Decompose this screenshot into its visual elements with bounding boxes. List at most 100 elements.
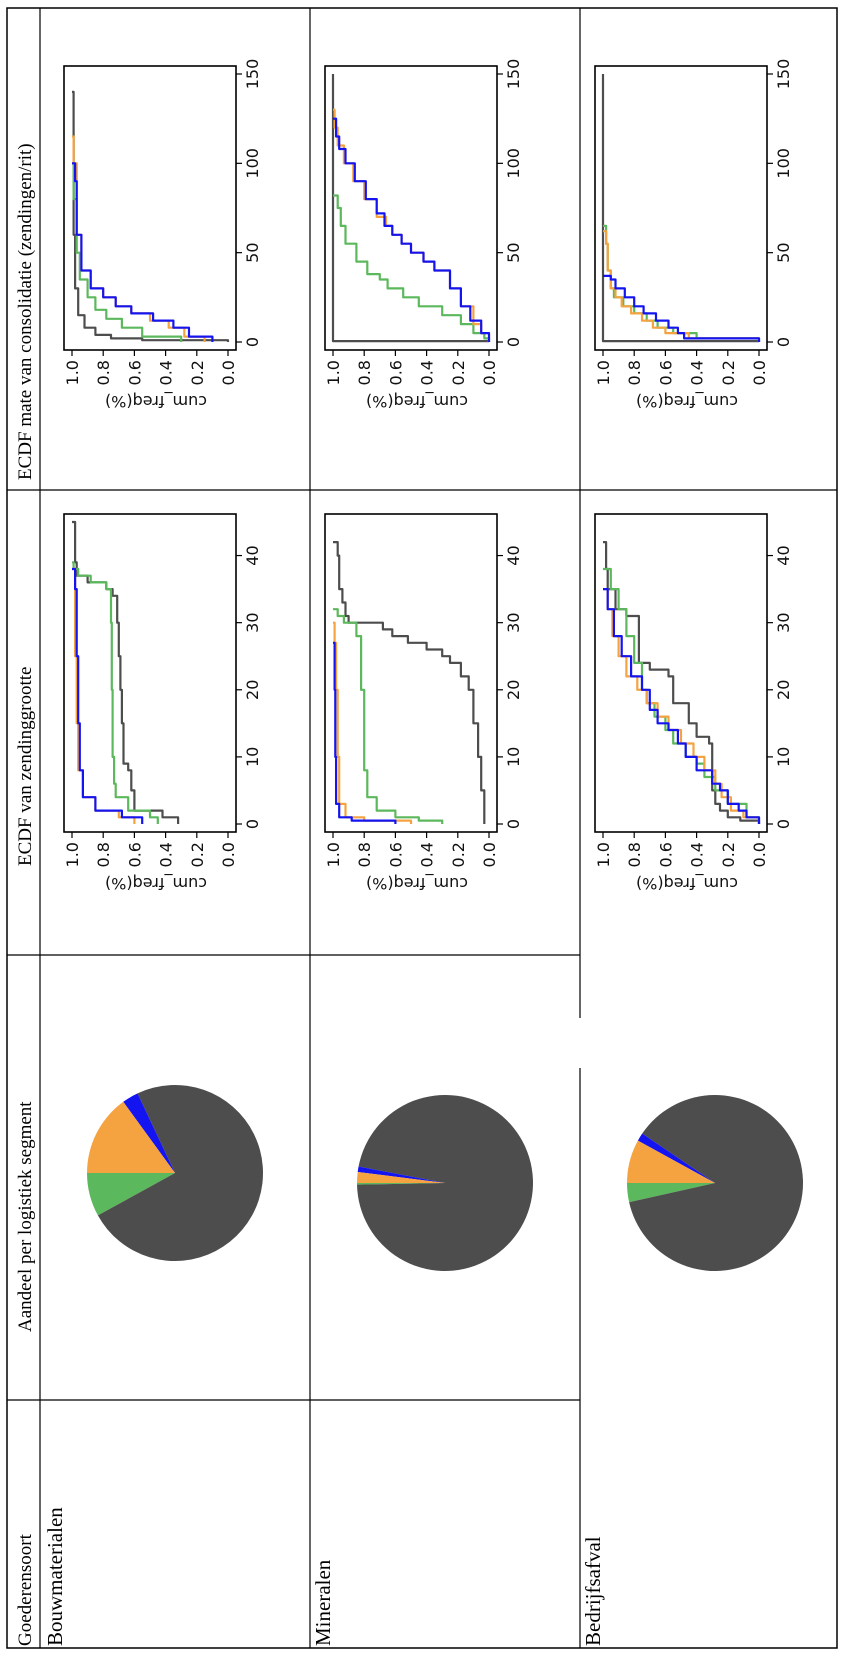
ecdf-bedrijfsafval-5: 0.0 0.2 0.4 0.6 0.8 1.0 0 50 100 150 cum_freq(%) bbox=[594, 59, 793, 411]
pie-slice-blue bbox=[123, 1093, 175, 1173]
xtick-label: 150 bbox=[774, 59, 793, 90]
series-line-green bbox=[333, 194, 491, 342]
ytick-label: 1.0 bbox=[594, 842, 613, 867]
xtick-label: 0 bbox=[243, 819, 262, 829]
ytick-label: 0.2 bbox=[719, 842, 738, 867]
row-labels: Bouwmaterialen Mineralen Bedrijfsafval bbox=[43, 1507, 605, 1646]
pie-slice-green bbox=[627, 1183, 715, 1203]
ytick-label: 0.6 bbox=[125, 842, 144, 867]
ytick-label: 0.4 bbox=[157, 842, 176, 867]
series-line-dark bbox=[601, 74, 761, 343]
xtick-label: 0 bbox=[774, 819, 793, 829]
series-line-dark bbox=[72, 90, 230, 342]
row-label-bouwmaterialen: Bouwmaterialen bbox=[43, 1507, 67, 1646]
ylabel: cum_freq(%) bbox=[105, 391, 207, 411]
series-line-dark bbox=[603, 541, 761, 824]
pie-slice-green bbox=[87, 1173, 175, 1216]
xtick-label: 30 bbox=[504, 612, 523, 632]
ecdf-mineralen-3: 0.0 0.2 0.4 0.6 0.8 1.0 0 50 100 150 cum_freq(%) bbox=[324, 59, 523, 411]
ytick-label: 1.0 bbox=[324, 842, 343, 867]
pie-slice-dark bbox=[629, 1095, 804, 1272]
pie-mineralen bbox=[356, 1094, 534, 1271]
ytick-label: 0.8 bbox=[625, 842, 644, 867]
series-line-green bbox=[72, 162, 183, 342]
axes-frame bbox=[324, 513, 498, 833]
ecdf-charts: 0.00.20.40.60.81.0010203040cum_freq(%)0.… bbox=[63, 59, 793, 893]
ecdf-bedrijfsafval-4: 0.0 0.2 0.4 0.6 0.8 1.0 0 10 20 30 40 cum_freq(%) bbox=[594, 513, 793, 893]
ylabel: cum_freq(%) bbox=[366, 391, 468, 411]
ylabel: cum_freq(%) bbox=[636, 391, 738, 411]
ytick-label: 0.4 bbox=[418, 842, 437, 867]
header-col4: ECDF mate van consolidatie (zendingen/ri… bbox=[15, 143, 36, 480]
header-col3: ECDF van zendinggrootte bbox=[15, 667, 36, 866]
ytick-label: 0.6 bbox=[386, 360, 405, 385]
xtick-label: 40 bbox=[774, 545, 793, 565]
ytick-label: 0.6 bbox=[656, 842, 675, 867]
ylabel: cum_freq(%) bbox=[636, 873, 738, 893]
ytick-label: 0.0 bbox=[480, 360, 499, 385]
pie-slice-blue bbox=[637, 1133, 715, 1183]
ylabel: cum_freq(%) bbox=[105, 873, 207, 893]
xtick-label: 40 bbox=[243, 545, 262, 565]
header-col1: Goederensoort bbox=[15, 1533, 36, 1646]
xtick-label: 100 bbox=[504, 148, 523, 179]
ytick-label: 0.8 bbox=[355, 842, 374, 867]
xtick-label: 50 bbox=[774, 242, 793, 262]
ytick-label: 1.0 bbox=[594, 360, 613, 385]
xtick-label: 20 bbox=[774, 680, 793, 700]
pie-slice-orange bbox=[87, 1101, 175, 1173]
ytick-label: 0.2 bbox=[449, 360, 468, 385]
xtick-label: 0 bbox=[504, 337, 523, 347]
xtick-label: 0 bbox=[774, 337, 793, 347]
pie-slice-dark bbox=[97, 1085, 264, 1262]
series-line-green bbox=[603, 567, 761, 824]
series-line-green bbox=[333, 608, 444, 824]
series-line-blue bbox=[72, 567, 144, 824]
ytick-label: 0.8 bbox=[625, 360, 644, 385]
pie-charts bbox=[87, 1085, 804, 1272]
ylabel: cum_freq(%) bbox=[366, 873, 468, 893]
pie-bedrijfsafval bbox=[627, 1095, 804, 1272]
ecdf-bouwmaterialen-0: 0.0 0.2 0.4 0.6 0.8 1.0 0 10 20 30 40 cum_freq(%) bbox=[63, 513, 262, 893]
series-line-blue bbox=[603, 274, 761, 342]
xtick-label: 10 bbox=[243, 747, 262, 767]
series-line-orange bbox=[333, 621, 413, 824]
axes-frame bbox=[324, 65, 498, 351]
ytick-label: 0.6 bbox=[125, 360, 144, 385]
axes-frame bbox=[594, 513, 768, 833]
ytick-label: 0.8 bbox=[355, 360, 374, 385]
pie-slice-orange bbox=[356, 1171, 445, 1183]
xtick-label: 100 bbox=[243, 148, 262, 179]
ytick-label: 0.0 bbox=[750, 360, 769, 385]
pie-slice-blue bbox=[357, 1166, 445, 1183]
series-line-green bbox=[603, 224, 761, 342]
ytick-label: 0.6 bbox=[656, 360, 675, 385]
xtick-label: 10 bbox=[504, 747, 523, 767]
series-line-orange bbox=[603, 230, 761, 342]
xtick-label: 150 bbox=[504, 59, 523, 90]
ytick-label: 1.0 bbox=[63, 360, 82, 385]
series-line-blue bbox=[333, 641, 397, 824]
ytick-label: 0.2 bbox=[188, 842, 207, 867]
xtick-label: 100 bbox=[774, 148, 793, 179]
axes-frame bbox=[63, 513, 237, 833]
series-line-dark bbox=[331, 74, 491, 343]
ytick-label: 0.0 bbox=[219, 842, 238, 867]
pie-slice-orange bbox=[627, 1140, 715, 1183]
xtick-label: 10 bbox=[774, 747, 793, 767]
pie-slice-dark bbox=[357, 1094, 534, 1271]
axes-frame bbox=[594, 65, 768, 351]
ytick-label: 0.4 bbox=[688, 360, 707, 385]
ytick-label: 0.2 bbox=[449, 842, 468, 867]
ecdf-bouwmaterialen-1: 0.0 0.2 0.4 0.6 0.8 1.0 0 50 100 150 cum_freq(%) bbox=[63, 59, 262, 411]
ytick-label: 0.0 bbox=[480, 842, 499, 867]
header-strip: Goederensoort Aandeel per logistiek segm… bbox=[15, 143, 36, 1646]
row-label-mineralen: Mineralen bbox=[311, 1559, 335, 1646]
ytick-label: 0.0 bbox=[219, 360, 238, 385]
xtick-label: 50 bbox=[504, 242, 523, 262]
ytick-label: 0.0 bbox=[750, 842, 769, 867]
xtick-label: 0 bbox=[504, 819, 523, 829]
series-line-green bbox=[72, 561, 159, 824]
xtick-label: 20 bbox=[243, 680, 262, 700]
ytick-label: 1.0 bbox=[324, 360, 343, 385]
